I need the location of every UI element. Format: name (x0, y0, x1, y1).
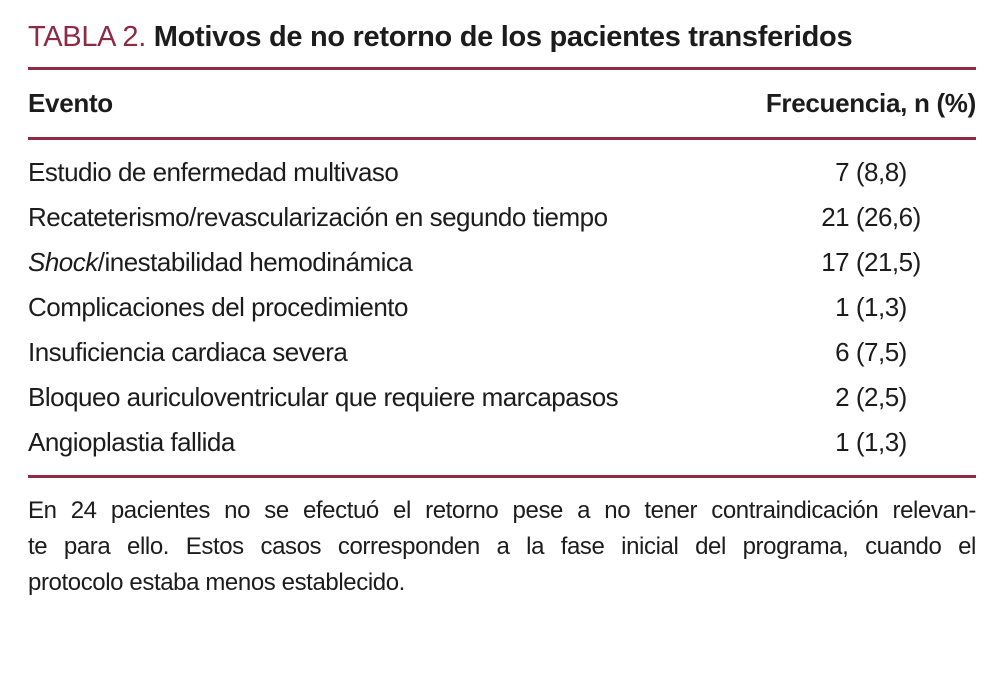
table-number-label: TABLA 2. (28, 21, 146, 53)
footnote-line: protocolo estaba menos establecido. (28, 569, 405, 596)
event-cell: Insuficiencia cardiaca severa (28, 337, 348, 367)
table-footnote: En 24 pacientes no se efectuó el retorno… (28, 493, 976, 601)
frequency-cell: 7 (8,8) (835, 157, 907, 187)
footnote-line: En 24 pacientes no se efectuó el retorno… (28, 497, 976, 524)
event-cell: Shock/inestabilidad hemodinámica (28, 247, 413, 277)
table-title: TABLA 2. Motivos de no retorno de los pa… (28, 10, 908, 65)
footnote-line: te para ello. Estos casos corresponden a… (28, 533, 976, 560)
frequency-cell: 2 (2,5) (835, 382, 907, 412)
table-header-row: Evento Frecuencia, n (%) (28, 67, 976, 140)
column-header-frecuencia: Frecuencia, n (%) (765, 88, 976, 118)
table-row: Shock/inestabilidad hemodinámica 17 (21,… (28, 240, 976, 285)
table-row: Insuficiencia cardiaca severa 6 (7,5) (28, 330, 976, 375)
frequency-cell: 6 (7,5) (835, 337, 907, 367)
frequency-cell: 17 (21,5) (821, 247, 921, 277)
table-row: Recateterismo/revascularización en segun… (28, 195, 976, 240)
frequency-cell: 1 (1,3) (835, 427, 907, 457)
table-row: Angioplastia fallida 1 (1,3) (28, 420, 976, 465)
table-row: Bloqueo auriculoventricular que requiere… (28, 375, 976, 420)
table-row: Complicaciones del procedimiento 1 (1,3) (28, 285, 976, 330)
column-header-evento: Evento (28, 88, 113, 118)
event-cell: Angioplastia fallida (28, 427, 235, 457)
event-cell: Estudio de enfermedad multivaso (28, 157, 399, 187)
event-cell: Bloqueo auriculoventricular que requiere… (28, 382, 619, 412)
table-body: Estudio de enfermedad multivaso 7 (8,8) … (28, 140, 976, 478)
event-cell: Recateterismo/revascularización en segun… (28, 202, 608, 232)
frequency-cell: 1 (1,3) (835, 292, 907, 322)
event-cell: Complicaciones del procedimiento (28, 292, 408, 322)
table-row: Estudio de enfermedad multivaso 7 (8,8) (28, 150, 976, 195)
table-title-text: Motivos de no retorno de los pacientes t… (153, 21, 853, 53)
frequency-cell: 21 (26,6) (821, 202, 921, 232)
